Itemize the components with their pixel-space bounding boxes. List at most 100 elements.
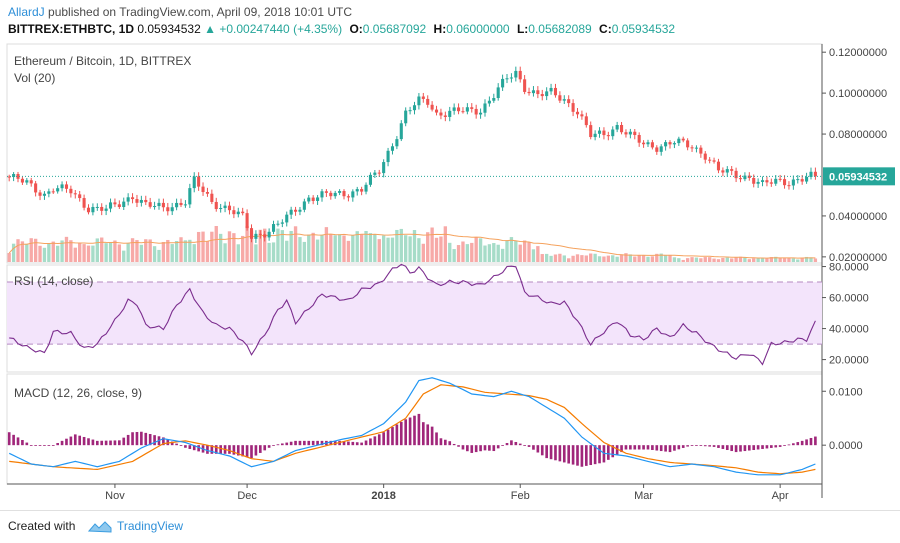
macd-histogram-bar	[342, 441, 346, 446]
volume-bar	[778, 257, 782, 262]
chart-area[interactable]: 0.12000000 0.10000000 0.08000000 0.04000000…	[0, 0, 900, 510]
volume-bar	[267, 242, 271, 262]
price-pane[interactable]: 0.12000000 0.10000000 0.08000000 0.04000000…	[7, 47, 895, 264]
volume-bar	[593, 253, 597, 262]
author-link[interactable]: AllardJ	[8, 5, 45, 19]
macd-histogram-bar	[633, 445, 637, 450]
volume-bar	[69, 240, 73, 262]
candle	[161, 202, 165, 208]
volume-bar	[280, 230, 285, 262]
candle	[192, 176, 196, 189]
volume-bar	[170, 244, 174, 262]
volume-bar	[782, 258, 787, 262]
volume-bar	[522, 240, 527, 262]
volume-bar	[796, 259, 800, 262]
close-label: C:	[599, 22, 612, 36]
volume-bar	[258, 229, 262, 262]
volume-bar	[249, 230, 254, 262]
macd-histogram-bar	[91, 439, 95, 446]
candle	[236, 211, 240, 215]
volume-bar	[130, 238, 135, 262]
volume-bar	[641, 255, 646, 262]
macd-histogram-bar	[162, 437, 165, 446]
candle	[716, 161, 721, 171]
macd-histogram-bar	[659, 445, 663, 452]
candle	[514, 70, 518, 78]
tradingview-brand-link[interactable]: TradingView	[117, 519, 184, 533]
candle	[778, 178, 782, 180]
volume-bar	[373, 234, 377, 262]
macd-tick-label: 0.0000	[829, 440, 863, 452]
volume-bar	[650, 256, 655, 262]
time-axis[interactable]: Nov Dec 2018 Feb Mar Apr	[105, 484, 789, 502]
price-tick-label: 0.12000000	[829, 47, 887, 59]
macd-histogram-bar	[470, 445, 474, 453]
macd-histogram-bar	[571, 445, 575, 465]
candle	[95, 206, 99, 208]
macd-histogram-bar	[580, 445, 584, 467]
candle	[329, 192, 333, 197]
macd-histogram-bar	[404, 419, 408, 446]
macd-histogram-bar	[488, 445, 491, 451]
macd-histogram-bar	[311, 440, 315, 446]
volume-bar	[492, 243, 496, 262]
candle	[567, 99, 571, 104]
candle	[668, 142, 672, 145]
macd-histogram-bar	[73, 434, 77, 446]
candle	[285, 214, 289, 223]
macd-histogram-bar	[272, 445, 275, 446]
macd-histogram-bar	[439, 438, 443, 446]
candle	[51, 191, 55, 193]
candle	[7, 176, 11, 178]
candle	[509, 77, 513, 79]
macd-histogram-bar	[598, 445, 601, 464]
candle	[294, 209, 298, 212]
macd-histogram-bar	[567, 445, 571, 464]
candle	[302, 201, 306, 210]
macd-histogram-bar	[377, 434, 381, 446]
time-tick-label: Dec	[237, 490, 257, 502]
candle	[280, 222, 284, 224]
volume-bar	[346, 240, 351, 262]
candle	[86, 207, 91, 213]
macd-histogram-bar	[589, 445, 593, 466]
volume-bar	[337, 234, 342, 262]
symbol-label: BITTREX:ETHBTC, 1D	[8, 22, 134, 36]
volume-bar	[483, 245, 487, 262]
volume-bar	[452, 249, 456, 262]
candle	[448, 110, 452, 117]
rsi-pane[interactable]: 80.0000 60.0000 40.0000 20.0000	[7, 262, 869, 367]
macd-pane[interactable]: 0.0100 0.0000	[7, 377, 863, 476]
volume-bar	[421, 243, 425, 262]
candle	[386, 150, 390, 163]
volume-bar	[144, 239, 148, 262]
candle	[457, 107, 461, 112]
macd-histogram-bar	[629, 445, 632, 450]
candle	[602, 130, 606, 136]
candle	[738, 178, 743, 180]
volume-bar	[439, 236, 443, 262]
volume-bar	[461, 241, 465, 262]
volume-bar	[404, 235, 408, 262]
volume-bar	[395, 229, 399, 262]
volume-bar	[443, 226, 448, 262]
macd-histogram-bar	[316, 440, 319, 446]
candle	[188, 188, 192, 205]
volume-bar	[214, 226, 218, 262]
candle	[320, 191, 324, 198]
volume-bar	[91, 245, 95, 262]
macd-histogram-bar	[29, 445, 33, 446]
created-with-text: Created with	[8, 519, 76, 533]
candle	[589, 125, 593, 138]
candle	[12, 173, 16, 178]
candle	[483, 103, 487, 113]
macd-histogram-bar	[466, 445, 469, 452]
volume-bar	[760, 258, 765, 262]
tradingview-logo-icon[interactable]	[88, 519, 112, 535]
candle	[620, 125, 624, 133]
candle	[338, 191, 342, 193]
candle	[681, 138, 685, 141]
macd-histogram-bar	[351, 441, 355, 446]
candle	[672, 143, 676, 145]
time-tick-label: Feb	[511, 490, 530, 502]
